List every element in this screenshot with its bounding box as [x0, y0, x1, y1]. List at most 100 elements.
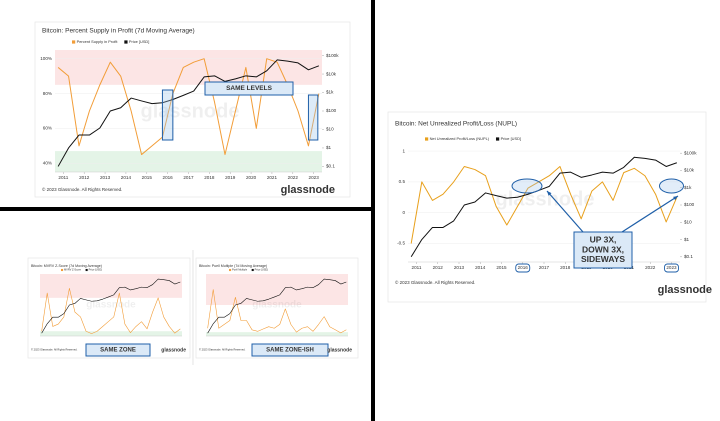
- annotation-box: [251, 343, 329, 357]
- legend-label: Price [USD]: [255, 268, 269, 272]
- zone: [206, 332, 348, 336]
- x-tick-label: 2013: [454, 265, 465, 270]
- x-tick-label: 2021: [267, 175, 278, 180]
- year-ring: [515, 263, 531, 273]
- y2-tick-label: $10k: [684, 168, 695, 173]
- series-line: [410, 156, 677, 258]
- series-line: [41, 278, 181, 334]
- legend-swatch: [425, 137, 429, 141]
- y2-tick-label: $100k: [684, 150, 697, 155]
- y-tick-label: 0: [402, 210, 405, 215]
- zone: [55, 151, 322, 172]
- brand: glassnode: [281, 184, 335, 196]
- annotation-text: SAME ZONE-ISH: [266, 348, 314, 354]
- chart-card: [387, 111, 707, 303]
- x-tick-label: 2011: [412, 265, 422, 270]
- zone: [40, 331, 182, 336]
- legend-label: Price [USD]: [501, 136, 521, 141]
- watermark: glassnode: [252, 300, 302, 311]
- legend-swatch: [85, 268, 88, 272]
- annotation-text: UP 3X,: [590, 234, 617, 244]
- y2-tick-label: $1: [326, 145, 332, 150]
- arrow-head: [547, 191, 552, 196]
- series-line: [207, 289, 347, 334]
- y2-tick-label: $1: [684, 237, 690, 242]
- annotation-box: [85, 343, 151, 357]
- legend-swatch: [61, 268, 64, 272]
- y-tick-label: -0.5: [397, 241, 405, 246]
- brand: glassnode: [658, 284, 712, 296]
- arrow: [621, 195, 679, 233]
- highlight-box: [307, 94, 319, 141]
- y2-tick-label: $100k: [326, 53, 339, 58]
- y-tick-label: 1: [402, 148, 405, 153]
- x-tick-label: 2020: [246, 175, 257, 180]
- y-tick-label: 60%: [43, 126, 52, 131]
- footer: © 2023 Glassnode. All Rights Reserved.: [42, 186, 122, 192]
- x-tick-label: 2018: [560, 265, 571, 270]
- watermark: glassnode: [496, 188, 595, 210]
- x-tick-label: 2023: [666, 265, 677, 270]
- legend-label: Price [USD]: [129, 39, 149, 44]
- y-tick-label: 80%: [43, 91, 52, 96]
- footer: © 2023 Glassnode. All Rights Reserved.: [395, 279, 475, 285]
- x-tick-label: 2017: [539, 265, 550, 270]
- x-tick-label: 2019: [225, 175, 236, 180]
- y2-tick-label: $0.1: [684, 254, 693, 259]
- legend-swatch: [72, 40, 76, 44]
- y2-tick-label: $1k: [326, 90, 334, 95]
- y2-tick-label: $1k: [684, 185, 692, 190]
- arrow-head: [673, 196, 678, 201]
- x-tick-label: 2017: [183, 175, 194, 180]
- zone: [55, 50, 322, 85]
- legend-label: Puell Multiple: [232, 268, 248, 272]
- legend-swatch: [251, 268, 254, 272]
- watermark: glassnode: [86, 300, 136, 311]
- x-tick-label: 2013: [100, 175, 111, 180]
- legend-label: Price [USD]: [89, 268, 103, 272]
- legend-label: MVRV Z-Score: [64, 268, 82, 272]
- legend-swatch: [124, 40, 128, 44]
- y-tick-label: 100%: [40, 56, 52, 61]
- x-tick-label: 2023: [309, 175, 320, 180]
- x-tick-label: 2014: [475, 265, 486, 270]
- annotation-box: [573, 231, 633, 269]
- chart-title: Bitcoin: Net Unrealized Profit/Loss (NUP…: [395, 121, 517, 128]
- x-tick-label: 2014: [121, 175, 132, 180]
- x-tick-label: 2022: [288, 175, 299, 180]
- highlight-ring: [659, 178, 684, 194]
- x-tick-label: 2015: [142, 175, 153, 180]
- series-line: [410, 165, 678, 244]
- chart-title: Bitcoin: MVRV Z-Score (7d Moving Average…: [31, 264, 102, 268]
- legend-swatch: [229, 268, 232, 272]
- y2-tick-label: $10: [684, 219, 692, 224]
- footer: © 2023 Glassnode. All Rights Reserved.: [31, 348, 78, 352]
- watermark: glassnode: [141, 100, 240, 122]
- y-tick-label: 0.5: [399, 179, 406, 184]
- series-line: [57, 59, 320, 167]
- year-ring: [664, 263, 679, 273]
- annotation-text: DOWN 3X,: [582, 244, 624, 254]
- x-tick-label: 2016: [518, 265, 529, 270]
- y2-tick-label: $0.1: [326, 164, 335, 169]
- y2-tick-label: $10: [326, 127, 334, 132]
- highlight-ring: [511, 178, 543, 194]
- chart-title: Bitcoin: Percent Supply in Profit (7d Mo…: [42, 28, 195, 35]
- x-tick-label: 2015: [496, 265, 507, 270]
- y2-tick-label: $100: [326, 108, 337, 113]
- brand: glassnode: [161, 347, 186, 353]
- x-tick-label: 2018: [204, 175, 215, 180]
- divider: [0, 207, 373, 211]
- annotation-text: SAME LEVELS: [226, 85, 273, 92]
- arrow: [546, 190, 584, 233]
- annotation-box: [204, 81, 294, 96]
- legend-swatch: [495, 137, 500, 141]
- x-tick-label: 2022: [645, 265, 656, 270]
- x-tick-label: 2012: [79, 175, 90, 180]
- x-tick-label: 2011: [58, 175, 68, 180]
- legend-label: Percent Supply in Profit: [77, 39, 119, 44]
- brand: glassnode: [327, 347, 352, 353]
- footer: © 2023 Glassnode. All Rights Reserved.: [199, 348, 246, 352]
- x-tick-label: 2016: [163, 175, 174, 180]
